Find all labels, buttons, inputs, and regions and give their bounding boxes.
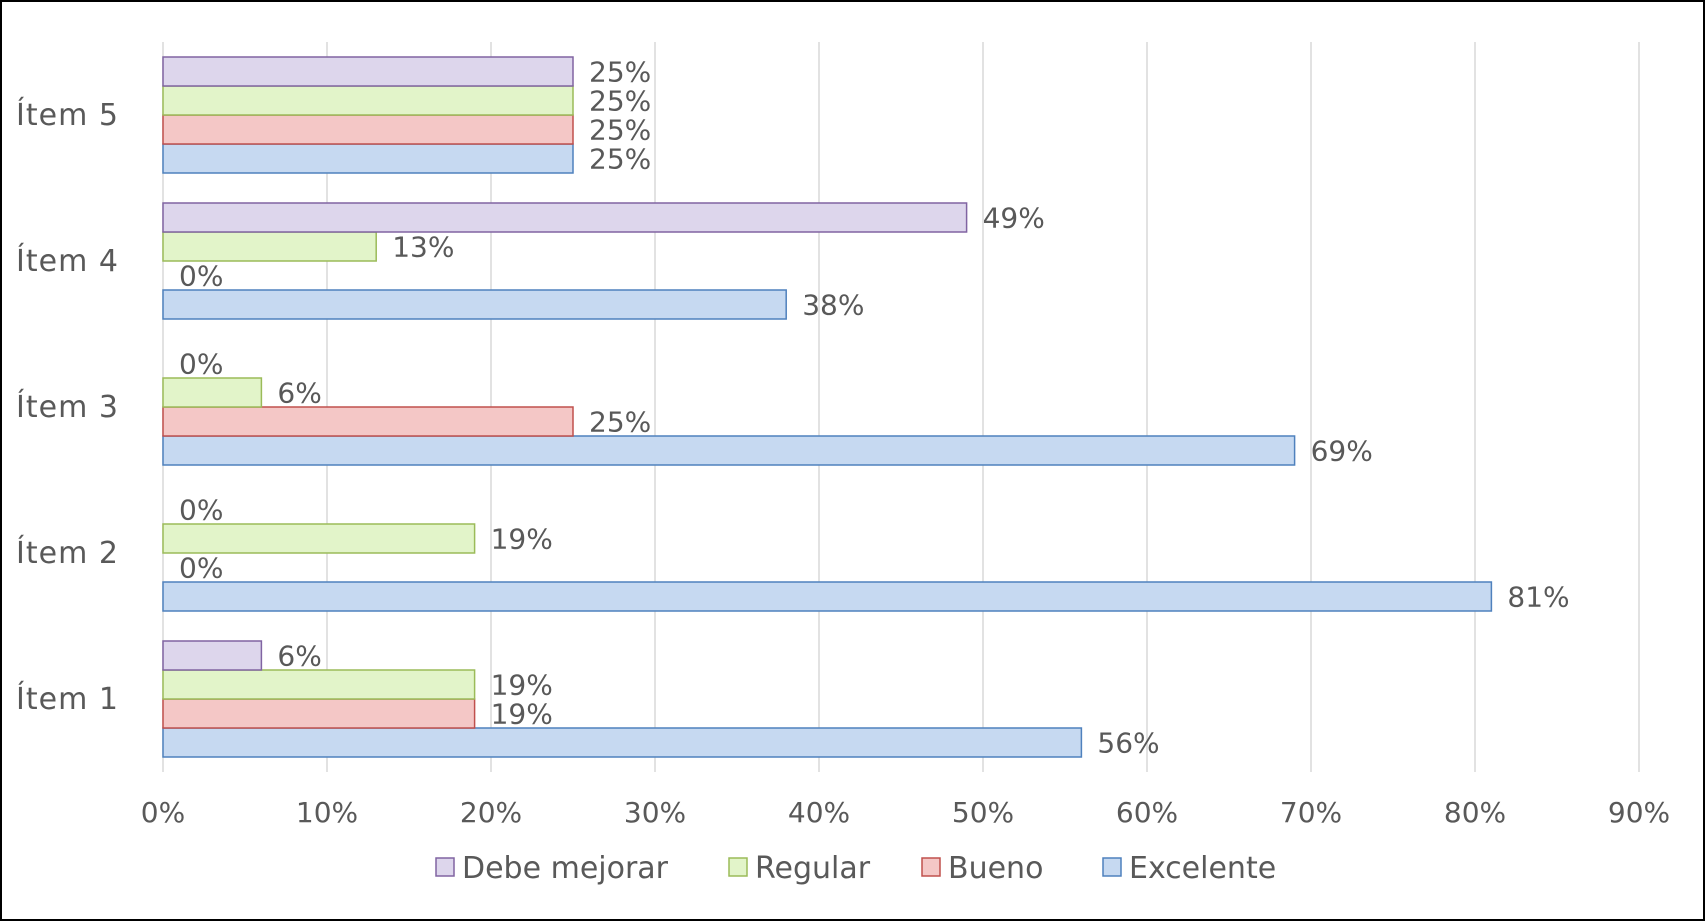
bar-item-1-excelente <box>162 727 1083 758</box>
x-tick-label: 10% <box>296 796 358 829</box>
data-label: 38% <box>802 289 864 322</box>
category-label: Ítem 5 <box>16 97 119 133</box>
data-label: 25% <box>589 56 651 89</box>
data-label: 25% <box>589 143 651 176</box>
category-axis: Ítem 1 Ítem 2 Ítem 3 Ítem 4 Ítem 5 <box>16 97 119 717</box>
bar-item-2-regular <box>162 523 476 554</box>
data-label: 0% <box>179 348 223 381</box>
x-tick-label: 40% <box>788 796 850 829</box>
data-label: 25% <box>589 85 651 118</box>
data-label: 56% <box>1097 727 1159 760</box>
bar-item-4-excelente <box>162 289 787 320</box>
bar-item-4-regular <box>162 231 377 262</box>
bars-group <box>162 56 1493 758</box>
data-label: 49% <box>983 202 1045 235</box>
data-label: 0% <box>179 494 223 527</box>
data-label: 6% <box>277 640 321 673</box>
legend-label-regular: Regular <box>755 851 871 886</box>
value-axis: 0% 10% 20% 30% 40% 50% 60% 70% 80% 90% <box>141 796 1670 829</box>
data-label: 6% <box>277 377 321 410</box>
data-label: 25% <box>589 406 651 439</box>
legend-label-bueno: Bueno <box>948 851 1043 886</box>
legend-swatch-bueno <box>921 857 941 877</box>
bar-item-3-regular <box>162 377 263 408</box>
x-tick-label: 90% <box>1608 796 1670 829</box>
bar-item-5-bueno <box>162 114 574 145</box>
bar-item-3-bueno <box>162 406 574 437</box>
x-tick-label: 30% <box>624 796 686 829</box>
bar-item-5-debe-mejorar <box>162 56 574 87</box>
x-tick-label: 70% <box>1280 796 1342 829</box>
bar-item-1-bueno <box>162 698 476 729</box>
bar-item-2-excelente <box>162 581 1493 612</box>
x-tick-label: 20% <box>460 796 522 829</box>
legend-swatch-debe-mejorar <box>435 857 455 877</box>
data-label: 81% <box>1507 581 1569 614</box>
category-label: Ítem 4 <box>16 243 119 279</box>
bar-item-1-regular <box>162 669 476 700</box>
category-label: Ítem 3 <box>16 389 119 425</box>
x-tick-label: 0% <box>141 796 185 829</box>
legend-label-debe-mejorar: Debe mejorar <box>462 851 669 886</box>
data-label: 19% <box>491 669 553 702</box>
bar-item-1-debe-mejorar <box>162 640 263 671</box>
bar-item-5-regular <box>162 85 574 116</box>
data-label: 19% <box>491 698 553 731</box>
data-label: 69% <box>1311 435 1373 468</box>
data-label: 0% <box>179 260 223 293</box>
legend-swatch-regular <box>728 857 748 877</box>
data-label: 0% <box>179 552 223 585</box>
data-labels-group: 56%19%19%6%81%0%19%0%69%25%6%0%38%0%13%4… <box>179 56 1570 760</box>
bar-item-4-debe-mejorar <box>162 202 968 233</box>
data-label: 13% <box>392 231 454 264</box>
bar-item-5-excelente <box>162 143 574 174</box>
legend: Debe mejorar Regular Bueno Excelente <box>435 851 1276 886</box>
category-label: Ítem 2 <box>16 535 119 571</box>
x-tick-label: 50% <box>952 796 1014 829</box>
legend-label-excelente: Excelente <box>1129 851 1276 886</box>
category-label: Ítem 1 <box>16 681 119 717</box>
data-label: 19% <box>491 523 553 556</box>
x-tick-label: 80% <box>1444 796 1506 829</box>
bar-item-3-excelente <box>162 435 1296 466</box>
x-tick-label: 60% <box>1116 796 1178 829</box>
data-label: 25% <box>589 114 651 147</box>
legend-swatch-excelente <box>1102 857 1122 877</box>
